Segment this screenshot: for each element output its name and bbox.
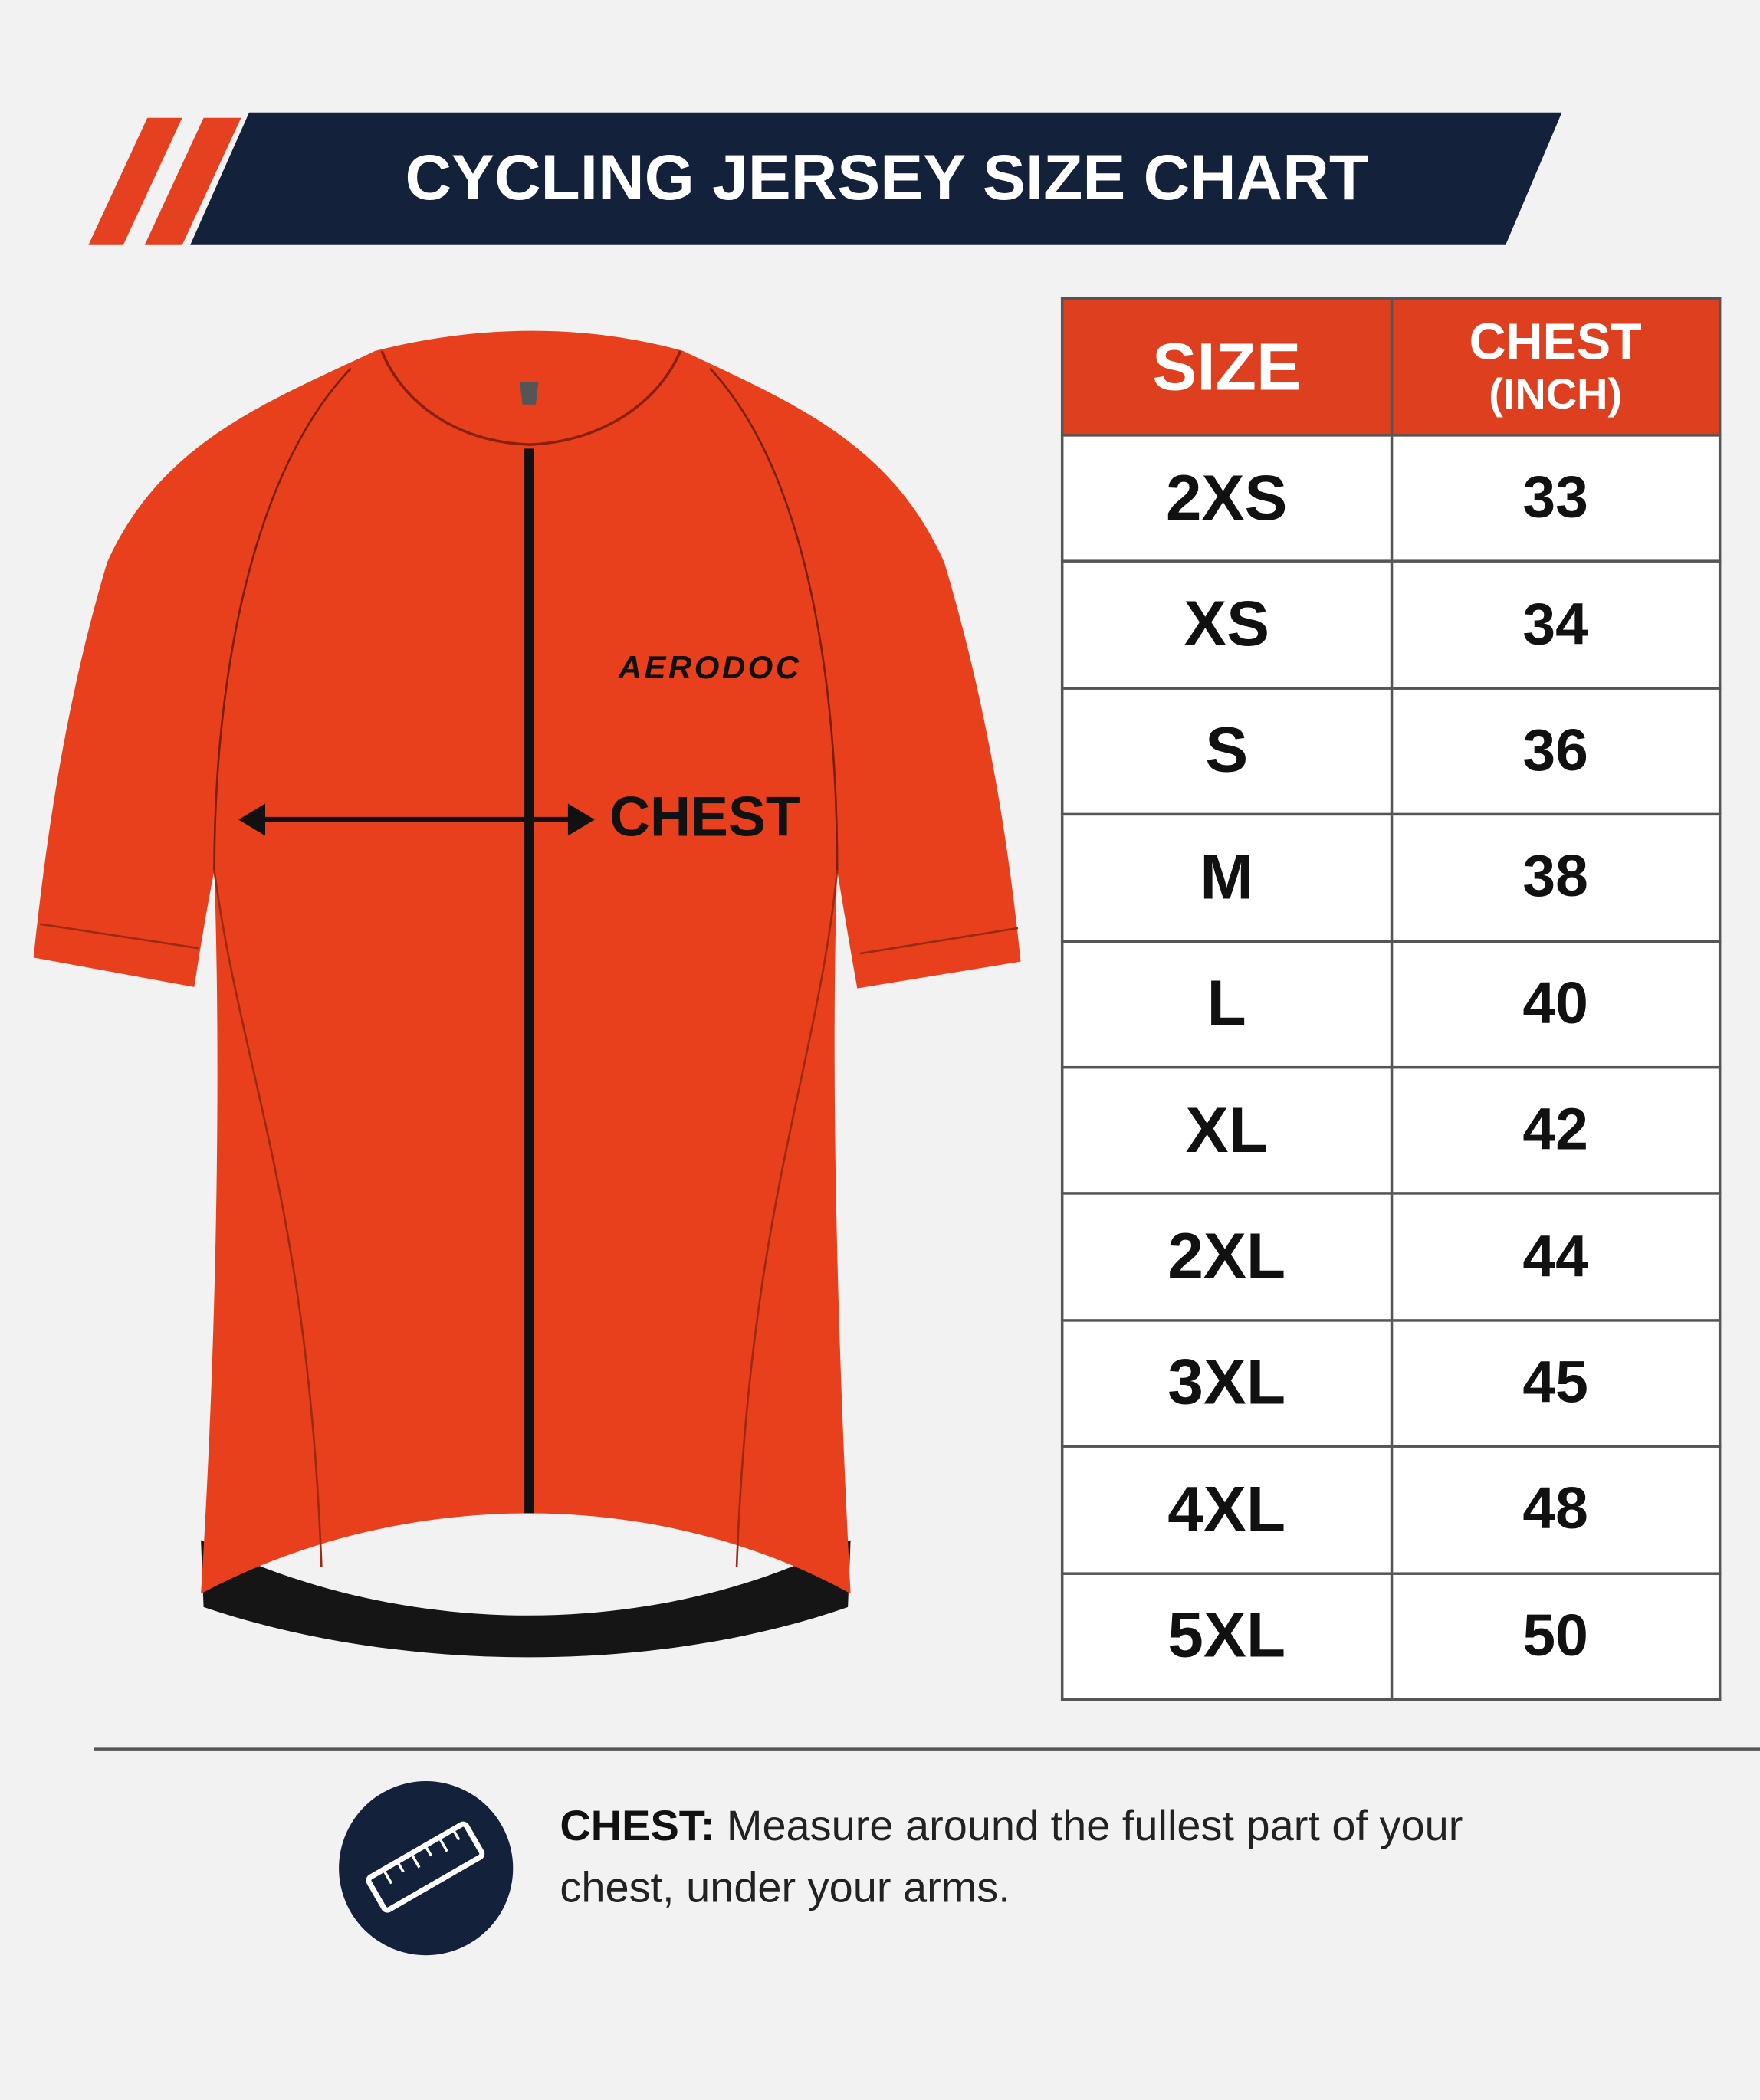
chest-cell: 34 [1389,560,1722,690]
note-term: CHEST: [560,1801,715,1850]
raglan-seam [709,367,839,871]
note-text: Measure around the fullest part of your … [560,1801,1463,1911]
table-row: S 36 [1060,687,1722,816]
chest-cell: 40 [1389,939,1722,1069]
table-row: 2XS 33 [1060,434,1722,563]
size-table: SIZE CHEST (INCH) 2XS 33 XS 34 S 36 M 38 L 40 XL 42 2… [1060,297,1722,1701]
jersey-back-hem [201,1540,851,1658]
collar-seam [380,350,682,446]
size-cell: XS [1060,560,1393,690]
stripe [144,117,241,245]
table-row: M 38 [1060,812,1722,943]
table-row: 5XL 50 [1060,1571,1722,1701]
size-cell: 5XL [1060,1571,1393,1701]
table-row: XS 34 [1060,560,1722,690]
header-text: SIZE [1152,329,1302,405]
header-unit: (INCH) [1489,369,1623,418]
side-panel-seam [735,870,839,1567]
stripe [88,117,182,245]
chest-cell: 33 [1389,434,1722,563]
measure-label: CHEST [609,786,800,848]
arrow-head [238,803,265,836]
size-cell: L [1060,939,1393,1069]
size-cell: M [1060,812,1393,943]
raglan-seam [213,367,352,871]
size-cell: 2XL [1060,1192,1393,1322]
size-cell: 3XL [1060,1318,1393,1449]
brand-logo: AERODOC [618,649,802,685]
table-row: 4XL 48 [1060,1445,1722,1575]
size-cell: 4XL [1060,1445,1393,1575]
chest-cell: 45 [1389,1318,1722,1449]
title: CYCLING JERSEY SIZE CHART [406,141,1369,213]
table-body: 2XS 33 XS 34 S 36 M 38 L 40 XL 42 2XL 44 3XL 45 4XL 48 5XL… [1060,434,1722,1701]
arrow-head [567,803,595,836]
chest-cell: 44 [1389,1192,1722,1322]
ruler-icon [339,1781,514,1956]
side-panel-seam [213,870,323,1567]
chest-cell: 38 [1389,812,1722,943]
zipper-pull [519,382,539,405]
chest-cell: 48 [1389,1445,1722,1575]
sleeve-hem [40,923,1019,955]
table-row: 2XL 44 [1060,1192,1722,1322]
chest-cell: 36 [1389,687,1722,816]
size-cell: S [1060,687,1393,816]
table-row: XL 42 [1060,1065,1722,1196]
note: CHEST: Measure around the fullest part o… [560,1795,1470,1918]
chest-cell: 50 [1389,1571,1722,1701]
header-cell: SIZE [1060,297,1393,437]
header-text: CHEST [1469,314,1642,372]
header-cell: CHEST (INCH) [1389,297,1722,437]
table-row: L 40 [1060,939,1722,1069]
chest-cell: 42 [1389,1065,1722,1196]
size-cell: XL [1060,1065,1393,1196]
title-banner [190,112,1562,245]
ruler [366,1821,485,1913]
size-cell: 2XS [1060,434,1393,563]
table-row: 3XL 45 [1060,1318,1722,1449]
